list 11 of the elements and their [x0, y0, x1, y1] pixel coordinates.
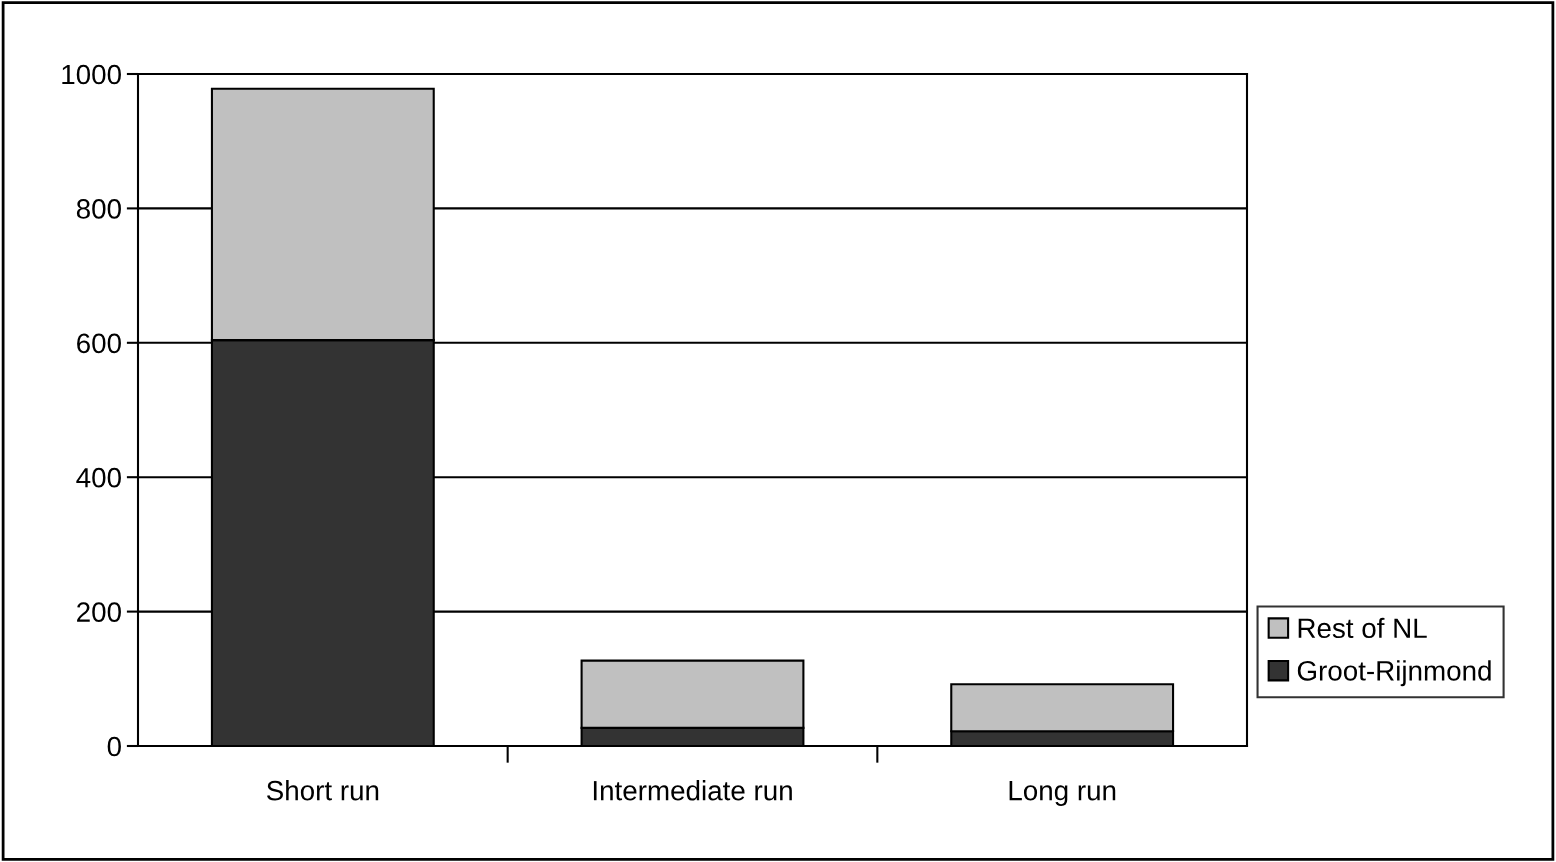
y-tick-label: 1000 [62, 64, 121, 85]
x-tick-label: Intermediate run [593, 780, 792, 801]
legend-label: Rest of NL [1298, 617, 1427, 639]
x-tick-label: Short run [266, 780, 379, 801]
legend-label: Groot-Rijnmond [1297, 660, 1491, 687]
y-tick-label: 0 [107, 736, 121, 757]
y-tick-label: 400 [76, 467, 121, 488]
y-tick-label: 800 [76, 199, 121, 219]
y-tick-label: 200 [77, 602, 121, 622]
y-tick-label: 600 [77, 333, 121, 354]
x-tick-label: Long run [1009, 781, 1116, 806]
